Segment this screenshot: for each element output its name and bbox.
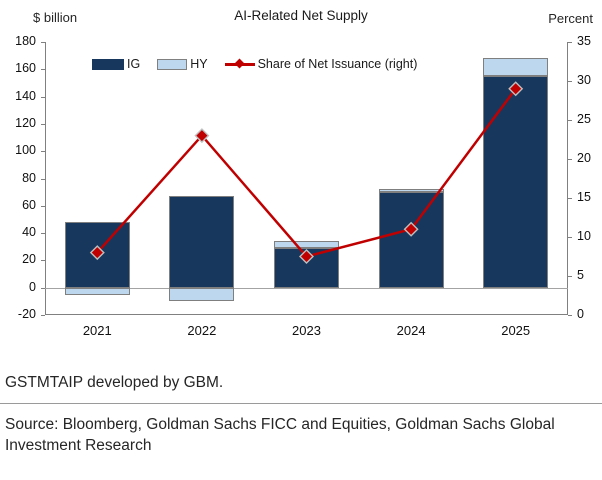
right-axis-tick <box>568 276 572 277</box>
left-axis-tick <box>41 123 45 125</box>
left-axis-tick <box>41 69 45 71</box>
zero-gridline <box>45 287 568 289</box>
right-axis-tick <box>568 159 572 160</box>
bar-ig-2022 <box>169 196 235 288</box>
x-axis-label-2022: 2022 <box>187 323 217 338</box>
plot-frame <box>45 42 568 315</box>
left-axis-tick-label: 60 <box>22 197 36 212</box>
right-axis-tick-label: 5 <box>577 268 584 282</box>
right-axis-tick-label: 10 <box>577 229 591 243</box>
left-axis-tick <box>41 205 45 207</box>
bar-hy-2021 <box>64 287 130 295</box>
bar-ig-2021 <box>64 222 130 288</box>
left-axis-tick-label: 120 <box>15 115 36 130</box>
right-axis-tick-label: 0 <box>577 307 584 321</box>
plot-area: 180 160 140 120 100 80 60 40 20 0 -20 35 30 25 20 15 10 5… <box>15 34 591 338</box>
x-axis-label-2021: 2021 <box>82 323 112 338</box>
left-axis-tick <box>41 315 45 316</box>
left-axis-tick-label: 140 <box>15 88 36 103</box>
left-axis-tick <box>41 260 45 262</box>
right-axis-tick <box>568 42 572 43</box>
right-axis-title: Percent <box>548 11 593 26</box>
footer-divider <box>0 403 602 404</box>
left-axis-tick <box>41 96 45 98</box>
diamond-marker-icon <box>234 58 245 69</box>
x-axis-label-2024: 2024 <box>396 323 426 338</box>
legend-label-share: Share of Net Issuance (right) <box>257 57 418 71</box>
right-axis-tick <box>568 81 572 82</box>
right-axis-tick-label: 35 <box>577 34 591 48</box>
right-axis-tick <box>568 198 572 199</box>
bar-ig-2025 <box>483 76 549 288</box>
chart-legend: IG HY Share of Net Issuance (right) <box>92 57 417 71</box>
x-axis-label-2023: 2023 <box>292 323 321 338</box>
left-axis-tick-label: 0 <box>29 279 36 294</box>
right-axis-tick-label: 25 <box>577 112 591 126</box>
bar-ig-2024 <box>378 192 444 288</box>
bar-ig-2023 <box>274 248 339 288</box>
ig-bar-swatch-icon <box>92 58 124 70</box>
left-axis-tick <box>41 233 45 235</box>
right-axis-tick-label: 30 <box>577 73 591 87</box>
footer: GSTMTAIP developed by GBM. Source: Bloom… <box>0 360 602 480</box>
left-axis-tick-label: 180 <box>15 34 36 48</box>
bar-hy-2022 <box>169 287 235 302</box>
left-axis-tick-label: 40 <box>22 225 36 240</box>
left-axis-tick <box>41 42 45 43</box>
legend-item-hy: HY <box>157 57 208 71</box>
left-axis-tick <box>41 178 45 180</box>
hy-bar-swatch-icon <box>157 58 188 70</box>
left-axis-tick <box>41 287 45 289</box>
left-axis-tick <box>41 151 45 153</box>
right-axis-tick <box>568 120 572 121</box>
x-axis-label-2025: 2025 <box>501 323 531 338</box>
right-axis-tick-label: 15 <box>577 190 591 204</box>
bar-hy-2024 <box>378 189 444 193</box>
share-line-swatch-icon <box>224 58 255 69</box>
left-axis-tick-label: 20 <box>22 252 36 267</box>
legend-item-ig: IG <box>92 57 140 71</box>
left-axis-tick-label: 160 <box>15 61 36 76</box>
left-axis-tick-label: 80 <box>22 170 36 185</box>
right-axis-tick <box>568 315 572 316</box>
left-axis-title: $ billion <box>33 10 78 25</box>
legend-item-share: Share of Net Issuance (right) <box>224 57 418 71</box>
source-text: Source: Bloomberg, Goldman Sachs FICC an… <box>5 416 555 454</box>
left-axis-tick-label: 100 <box>15 143 36 158</box>
right-axis-tick <box>568 237 572 238</box>
legend-label-ig: IG <box>127 57 141 71</box>
footnote: GSTMTAIP developed by GBM. <box>5 374 224 391</box>
left-axis-tick-label: -20 <box>17 307 36 321</box>
ai-net-supply-chart: AI-Related Net Supply $ billion Percent … <box>15 8 593 338</box>
chart-title: AI-Related Net Supply <box>234 8 368 23</box>
bar-hy-2025 <box>483 58 549 77</box>
legend-label-hy: HY <box>190 57 208 71</box>
right-axis-tick-label: 20 <box>577 151 591 165</box>
bar-hy-2023 <box>274 241 339 249</box>
